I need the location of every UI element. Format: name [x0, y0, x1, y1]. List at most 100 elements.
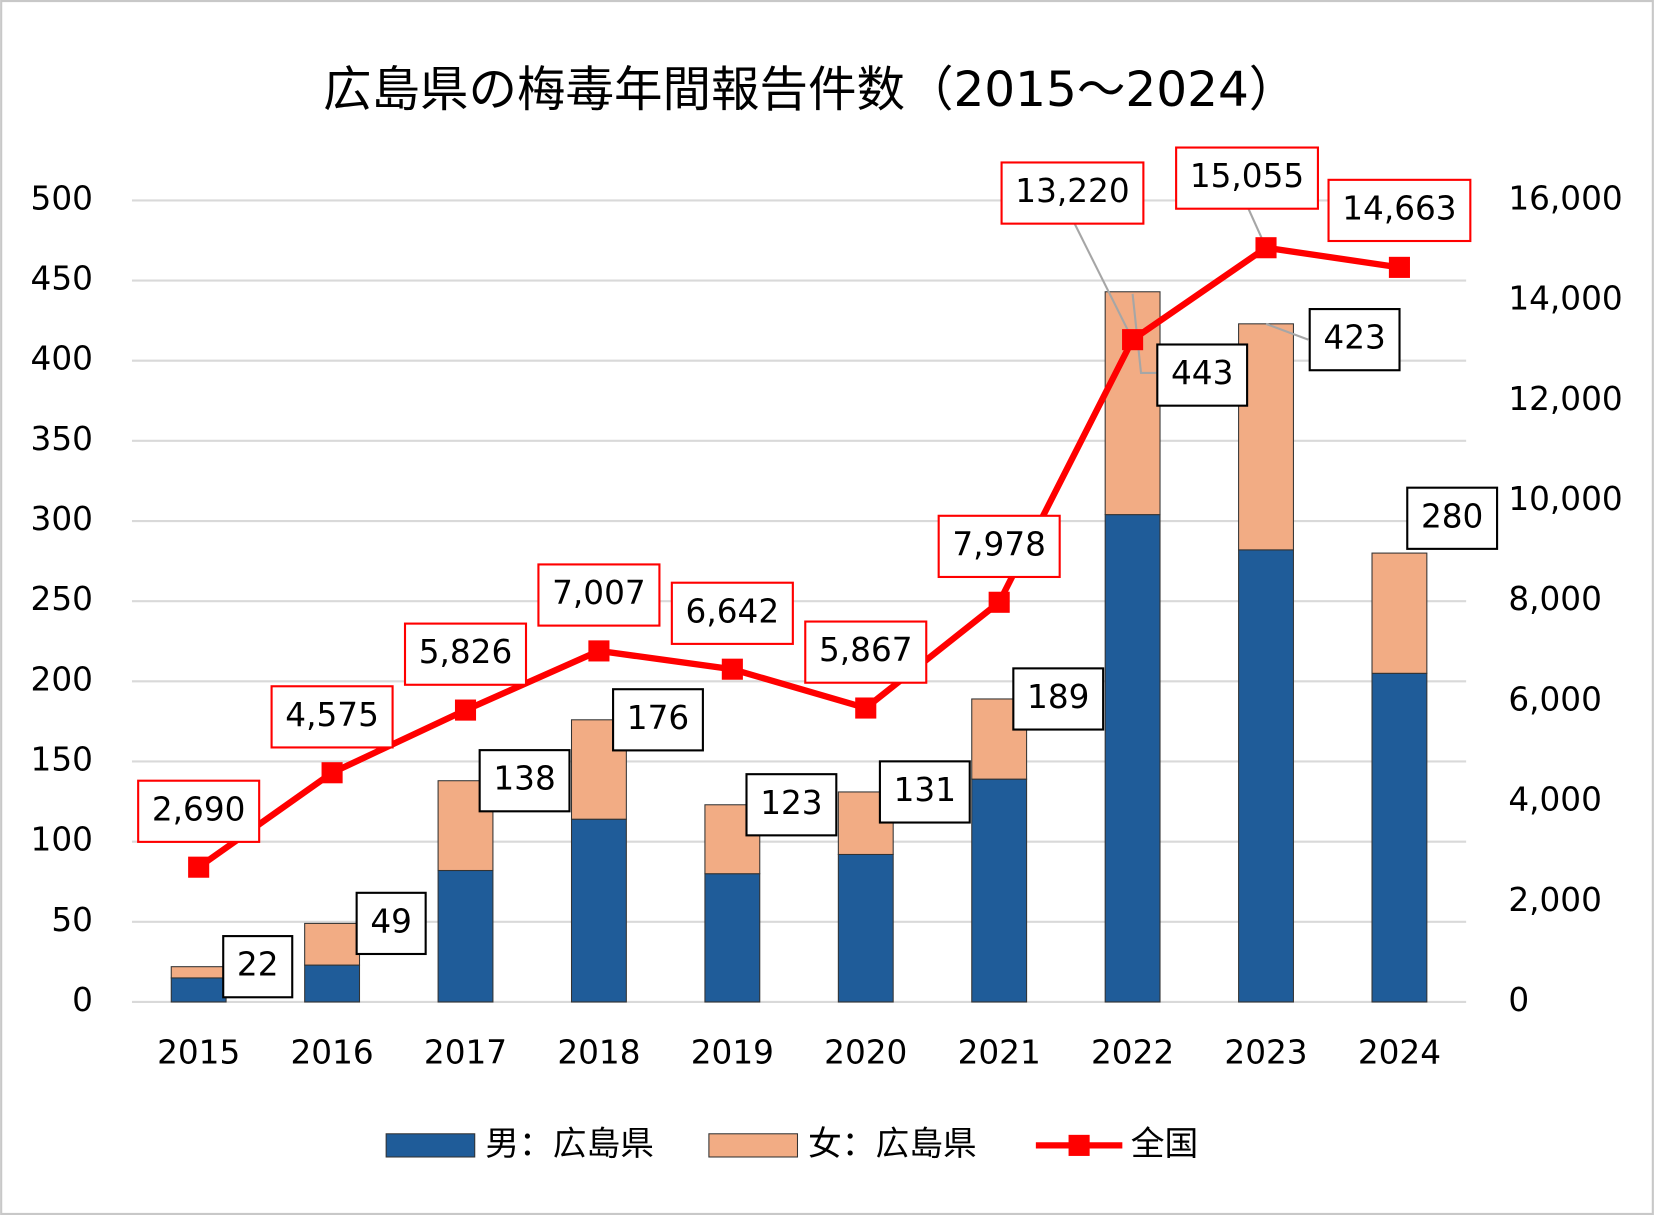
y-tick-label: 200 — [31, 660, 93, 698]
line-value-label-text: 2,690 — [152, 790, 246, 828]
line-value-label: 4,575 — [270, 685, 394, 749]
line-value-label: 14,663 — [1327, 178, 1472, 243]
y2-tick-label: 8,000 — [1508, 580, 1602, 618]
total-label-box — [222, 935, 294, 999]
bar-segment — [570, 818, 627, 1003]
total-label: 22 — [222, 935, 294, 999]
x-tick-label: 2019 — [691, 1034, 774, 1072]
line-marker — [188, 856, 210, 878]
line-value-label-box — [270, 685, 394, 749]
line-value-label-box — [1175, 146, 1319, 210]
y-tick-label: 50 — [51, 901, 93, 939]
total-label: 138 — [478, 749, 571, 813]
line-marker — [855, 697, 877, 719]
line-value-label-box — [403, 622, 528, 686]
line-value-label-box — [804, 620, 928, 684]
y-tick-label: 0 — [72, 981, 93, 1019]
bar-segment — [704, 873, 761, 1003]
x-tick-label: 2024 — [1358, 1034, 1441, 1072]
total-label: 176 — [612, 688, 704, 752]
leader-line — [1131, 293, 1158, 375]
y-tick-label: 400 — [31, 340, 93, 378]
total-label: 280 — [1406, 486, 1499, 550]
line-value-label: 6,642 — [670, 581, 794, 645]
line-marker — [1388, 256, 1410, 278]
line-value-label-text: 7,978 — [952, 525, 1046, 563]
legend-label: 全国 — [1131, 1124, 1199, 1163]
x-tick-label: 2018 — [557, 1034, 640, 1072]
line-marker — [454, 699, 477, 721]
bar-segment — [1371, 672, 1428, 1003]
chart-title: 広島県の梅毒年間報告件数（2015～2024） — [323, 62, 1297, 118]
total-label-box — [1012, 667, 1105, 731]
line-marker — [721, 658, 743, 680]
bar-segment — [170, 966, 227, 979]
line-value-label-text: 5,826 — [419, 633, 513, 671]
total-label-box — [612, 688, 704, 752]
y2-tick-label: 12,000 — [1508, 380, 1622, 418]
x-tick-label: 2015 — [157, 1034, 240, 1072]
line-series — [196, 244, 1400, 870]
total-label-box — [478, 749, 571, 813]
line-marker — [1122, 329, 1144, 351]
bar-segment — [971, 778, 1028, 1003]
line-value-label: 5,826 — [403, 622, 528, 686]
line-marker — [1255, 237, 1277, 259]
y2-tick-label: 10,000 — [1508, 480, 1622, 518]
bar-segment — [1238, 549, 1294, 1003]
y2-tick-label: 4,000 — [1508, 781, 1602, 819]
total-label-text: 443 — [1171, 354, 1233, 392]
line-value-label-box — [137, 779, 261, 843]
total-label-text: 423 — [1323, 319, 1385, 357]
line-value-label: 13,220 — [1000, 161, 1145, 225]
line-value-label: 5,867 — [804, 620, 928, 684]
bar-segment — [1104, 514, 1161, 1003]
total-label: 131 — [878, 760, 971, 824]
line-value-label-text: 15,055 — [1190, 157, 1304, 195]
bar-segment — [837, 853, 894, 1003]
bar-segment — [437, 869, 494, 1003]
total-label-box — [1156, 343, 1249, 407]
x-tick-label: 2020 — [824, 1034, 907, 1072]
y-tick-label: 450 — [31, 260, 93, 298]
leader-line — [1073, 223, 1134, 341]
x-tick-label: 2023 — [1224, 1034, 1307, 1072]
total-label-text: 176 — [627, 699, 689, 737]
total-label-box — [1406, 486, 1499, 550]
total-label-box — [745, 773, 838, 837]
x-tick-label: 2021 — [958, 1034, 1041, 1072]
y2-tick-label: 2,000 — [1508, 881, 1602, 919]
total-label-text: 138 — [493, 760, 555, 798]
line-marker — [588, 640, 610, 662]
line-value-label-text: 14,663 — [1342, 189, 1456, 227]
total-label: 49 — [355, 891, 427, 956]
total-label-box — [1308, 308, 1401, 372]
total-label-text: 131 — [894, 771, 956, 809]
line-value-label-box — [670, 581, 794, 645]
bar-segment — [170, 977, 227, 1003]
line-value-label-box — [1327, 178, 1472, 243]
total-label-box — [355, 891, 427, 956]
line-marker — [988, 591, 1010, 613]
total-label-box — [878, 760, 971, 824]
total-label: 123 — [745, 773, 838, 837]
x-tick-label: 2022 — [1091, 1034, 1174, 1072]
line-value-label-text: 5,867 — [819, 631, 913, 669]
total-label-text: 49 — [370, 902, 412, 940]
bar-segment — [304, 964, 361, 1003]
line-value-label: 7,007 — [537, 563, 661, 627]
leader-line — [1265, 322, 1309, 341]
line-value-label-text: 4,575 — [285, 696, 379, 734]
y2-tick-label: 0 — [1508, 981, 1529, 1019]
total-label: 443 — [1156, 343, 1249, 407]
line-value-label-text: 6,642 — [686, 592, 780, 630]
y2-tick-label: 6,000 — [1508, 680, 1602, 718]
total-label-text: 280 — [1421, 497, 1483, 535]
line-value-label-box — [937, 514, 1061, 579]
legend-swatch — [385, 1133, 476, 1158]
legend-label: 女：広島県 — [808, 1124, 977, 1163]
line-value-label-box — [537, 563, 661, 627]
y-tick-label: 150 — [31, 740, 93, 778]
legend-swatch — [708, 1133, 799, 1158]
